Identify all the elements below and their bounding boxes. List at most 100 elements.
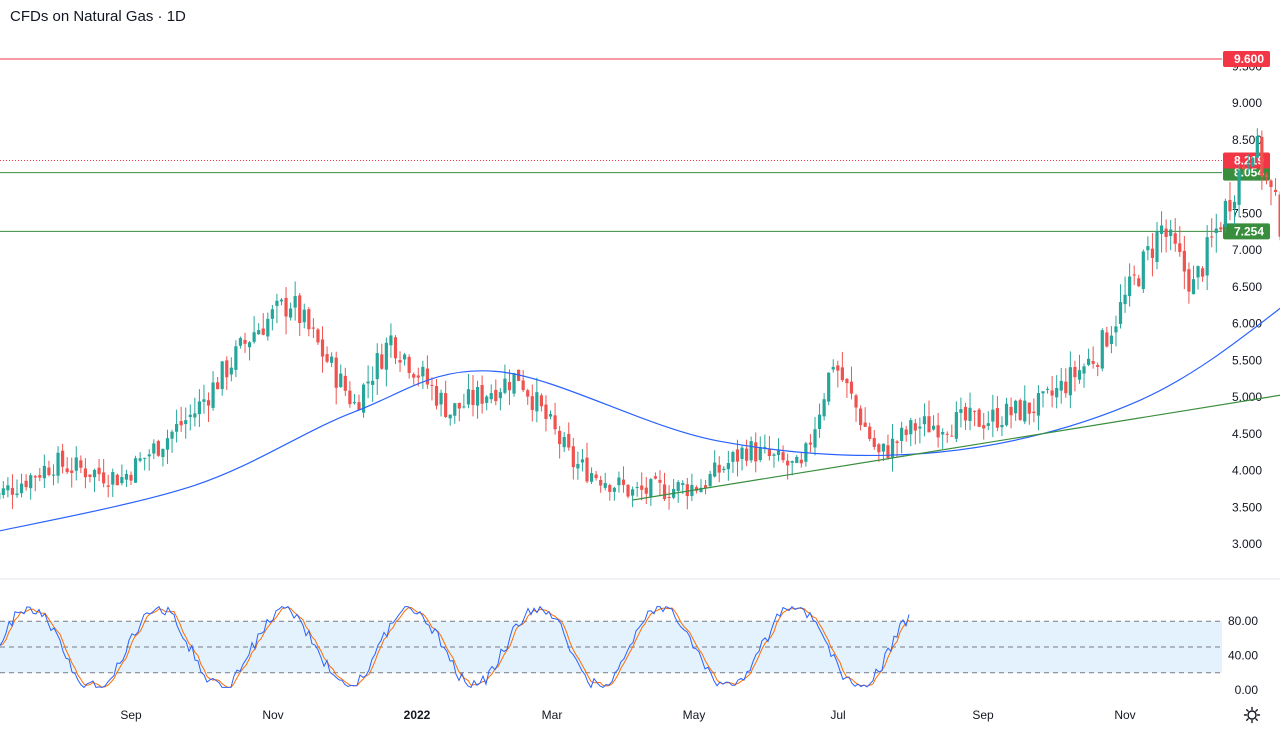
candle-body xyxy=(604,483,607,488)
price-tick-label: 9.000 xyxy=(1232,96,1262,110)
candle-body xyxy=(421,367,424,377)
candle-body xyxy=(987,423,990,426)
candle-body xyxy=(959,409,962,413)
candle-body xyxy=(599,480,602,486)
time-tick-label: 2022 xyxy=(404,708,431,722)
candle-body xyxy=(257,330,260,334)
candle-body xyxy=(1201,268,1204,276)
candle-body xyxy=(809,443,812,445)
candle-body xyxy=(129,475,132,481)
candle-body xyxy=(398,360,401,363)
candle-body xyxy=(914,423,917,430)
candle-body xyxy=(148,454,151,456)
candle-body xyxy=(84,468,87,477)
candle-body xyxy=(978,410,981,427)
candle-body xyxy=(143,458,146,459)
candle-body xyxy=(1269,181,1272,187)
candle-body xyxy=(649,479,652,497)
candle-body xyxy=(750,441,753,460)
candle-body xyxy=(417,375,420,377)
candle-body xyxy=(1101,330,1104,368)
candle-body xyxy=(1274,190,1277,192)
candle-body xyxy=(34,476,37,477)
candle-body xyxy=(221,361,224,389)
candle-body xyxy=(918,427,921,429)
candle-body xyxy=(325,354,328,362)
candle-body xyxy=(485,396,488,402)
candle-body xyxy=(335,358,338,388)
candle-body xyxy=(1110,336,1113,344)
candle-body xyxy=(631,489,634,495)
candle-body xyxy=(234,346,237,370)
candle-body xyxy=(357,402,360,410)
candle-body xyxy=(1105,332,1108,346)
candle-body xyxy=(367,382,370,384)
candle-body xyxy=(344,376,347,391)
candle xyxy=(827,372,830,405)
candle-body xyxy=(61,451,64,467)
candle-body xyxy=(722,469,725,470)
candle-body xyxy=(467,389,470,404)
candle-body xyxy=(376,353,379,379)
candle-body xyxy=(877,444,880,452)
candle-body xyxy=(316,329,319,342)
price-tag-label: 7.254 xyxy=(1234,224,1264,238)
candle-body xyxy=(408,357,411,373)
candle-body xyxy=(1000,425,1003,427)
candle-body xyxy=(1092,361,1095,364)
candle-body xyxy=(558,431,561,444)
candle-body xyxy=(1128,276,1131,296)
candle-body xyxy=(152,443,155,453)
candle-body xyxy=(850,382,853,394)
candle-body xyxy=(1183,251,1186,272)
candle-body xyxy=(526,390,529,396)
candle-body xyxy=(1069,367,1072,395)
candle-body xyxy=(1023,401,1026,422)
settings-icon[interactable] xyxy=(1243,706,1261,724)
price-tick-label: 3.000 xyxy=(1232,537,1262,551)
candle xyxy=(157,440,160,457)
oscillator-tick-label: 40.00 xyxy=(1228,649,1258,663)
candle-body xyxy=(927,416,930,432)
candle-body xyxy=(968,408,971,421)
candle-body xyxy=(43,466,46,478)
candle-body xyxy=(595,475,598,478)
price-tick-label: 6.000 xyxy=(1232,317,1262,331)
candle-body xyxy=(307,309,310,329)
candle-body xyxy=(75,457,78,470)
candle-body xyxy=(964,407,967,421)
candle xyxy=(1251,157,1254,167)
candle-body xyxy=(444,393,447,417)
candle-body xyxy=(1242,167,1245,169)
candle-body xyxy=(353,402,356,403)
candle xyxy=(512,373,515,397)
candle-body xyxy=(677,482,680,491)
candle-body xyxy=(686,484,689,496)
candle-body xyxy=(239,338,242,346)
candle-body xyxy=(626,485,629,497)
candle-body xyxy=(1082,366,1085,373)
candle-body xyxy=(97,468,100,474)
candle-body xyxy=(841,367,844,380)
candle-body xyxy=(1078,370,1081,380)
candle-body xyxy=(709,474,712,486)
candle xyxy=(116,474,119,486)
candle-body xyxy=(494,390,497,401)
candle xyxy=(362,383,365,418)
candle-body xyxy=(937,425,940,437)
candle-body xyxy=(900,428,903,441)
candle xyxy=(978,408,981,427)
candle-body xyxy=(645,488,648,494)
candle xyxy=(1142,249,1145,293)
candle-body xyxy=(868,427,871,439)
candle-body xyxy=(895,441,898,443)
candle-body xyxy=(950,436,953,437)
candle-body xyxy=(47,468,50,475)
candle-body xyxy=(859,409,862,426)
candle-body xyxy=(426,369,429,385)
candle-body xyxy=(1096,365,1099,367)
candle-body xyxy=(38,475,41,478)
candle-body xyxy=(490,393,493,399)
